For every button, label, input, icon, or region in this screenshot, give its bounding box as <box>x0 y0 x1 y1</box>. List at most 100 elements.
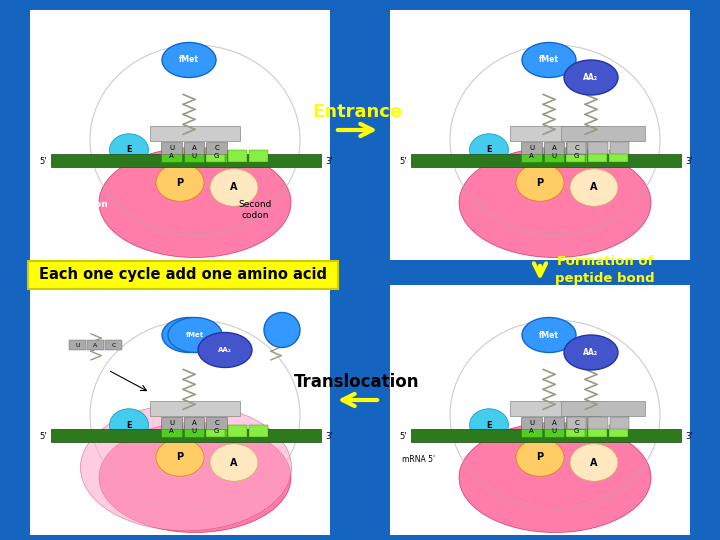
Bar <box>206 150 225 161</box>
Ellipse shape <box>522 43 576 78</box>
Bar <box>161 425 182 436</box>
Bar <box>105 340 122 350</box>
Text: Each one cycle add one amino acid: Each one cycle add one amino acid <box>39 267 327 282</box>
Bar <box>566 150 587 161</box>
Text: Initiation
codon: Initiation codon <box>60 200 107 220</box>
Bar <box>161 417 182 429</box>
Ellipse shape <box>459 147 651 258</box>
Text: 3': 3' <box>685 157 693 166</box>
Bar <box>184 142 204 153</box>
Text: U: U <box>169 420 174 426</box>
Text: U: U <box>552 428 557 434</box>
Ellipse shape <box>469 134 508 166</box>
Bar <box>30 10 330 260</box>
Bar <box>249 150 268 161</box>
Bar <box>87 340 104 350</box>
Text: U: U <box>192 428 197 434</box>
Ellipse shape <box>99 422 291 532</box>
Text: A: A <box>169 153 174 159</box>
Bar <box>411 153 681 167</box>
Bar <box>561 401 645 416</box>
Bar <box>544 150 564 161</box>
Text: C: C <box>112 342 116 348</box>
Text: U: U <box>192 153 197 159</box>
Text: G: G <box>214 153 220 159</box>
Text: A: A <box>529 153 534 159</box>
Bar <box>610 142 629 153</box>
Bar <box>161 150 182 161</box>
Text: AA₂: AA₂ <box>583 73 598 82</box>
Text: 5': 5' <box>400 433 407 441</box>
Text: Formation of
peptide bond: Formation of peptide bond <box>555 255 654 285</box>
Bar <box>521 417 542 429</box>
Ellipse shape <box>459 422 651 532</box>
Ellipse shape <box>516 164 564 201</box>
Ellipse shape <box>469 409 508 441</box>
Bar <box>544 142 564 153</box>
Text: AA₂: AA₂ <box>583 348 598 357</box>
Ellipse shape <box>109 134 148 166</box>
Text: P: P <box>176 453 184 462</box>
Text: AA₂: AA₂ <box>218 347 232 353</box>
Bar <box>510 401 600 416</box>
Text: Second
codon: Second codon <box>238 200 271 220</box>
Bar <box>521 425 542 436</box>
Bar <box>566 142 587 153</box>
Ellipse shape <box>156 438 204 476</box>
Bar <box>521 142 542 153</box>
Text: 3': 3' <box>685 433 693 441</box>
Text: E: E <box>486 421 492 429</box>
Bar <box>51 153 321 167</box>
Bar <box>390 285 690 535</box>
Text: C: C <box>575 145 579 151</box>
Text: G: G <box>574 428 580 434</box>
Bar <box>609 150 628 161</box>
Text: A: A <box>552 420 557 426</box>
Text: 3': 3' <box>325 433 333 441</box>
Text: fMet: fMet <box>179 56 199 64</box>
Bar <box>567 142 586 153</box>
Bar <box>249 425 268 436</box>
Bar <box>69 340 86 350</box>
Bar <box>566 425 587 436</box>
Ellipse shape <box>156 164 204 201</box>
Text: U: U <box>529 420 534 426</box>
Ellipse shape <box>168 318 222 353</box>
Bar <box>206 425 225 436</box>
Bar <box>51 429 321 442</box>
Ellipse shape <box>109 409 148 441</box>
Text: C: C <box>215 420 219 426</box>
Text: P: P <box>176 178 184 187</box>
Bar <box>588 417 608 429</box>
Ellipse shape <box>564 60 618 95</box>
Text: A: A <box>192 420 197 426</box>
Ellipse shape <box>210 444 258 481</box>
Text: E: E <box>486 145 492 154</box>
Bar <box>150 126 240 141</box>
Text: Translocation: Translocation <box>294 373 420 391</box>
Ellipse shape <box>516 438 564 476</box>
Bar <box>588 142 608 153</box>
Ellipse shape <box>99 147 291 258</box>
Text: 5': 5' <box>400 157 407 166</box>
Bar <box>566 425 585 436</box>
Text: C: C <box>575 420 579 426</box>
Bar <box>184 150 204 161</box>
Bar <box>544 417 564 429</box>
Bar <box>30 285 330 535</box>
Text: E: E <box>126 145 132 154</box>
Bar <box>610 417 629 429</box>
Text: A: A <box>590 183 598 192</box>
Ellipse shape <box>162 43 216 78</box>
Text: U: U <box>169 145 174 151</box>
Text: E: E <box>126 421 132 429</box>
Bar <box>521 150 542 161</box>
Bar <box>567 417 586 429</box>
Ellipse shape <box>210 168 258 206</box>
Bar <box>28 261 338 289</box>
Bar <box>228 425 247 436</box>
Bar <box>566 417 587 429</box>
Text: P: P <box>536 178 544 187</box>
Text: 5': 5' <box>40 433 47 441</box>
Text: G: G <box>574 153 580 159</box>
